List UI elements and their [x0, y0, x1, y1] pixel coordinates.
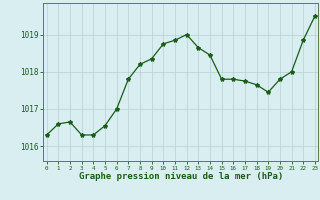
X-axis label: Graphe pression niveau de la mer (hPa): Graphe pression niveau de la mer (hPa): [79, 172, 283, 181]
